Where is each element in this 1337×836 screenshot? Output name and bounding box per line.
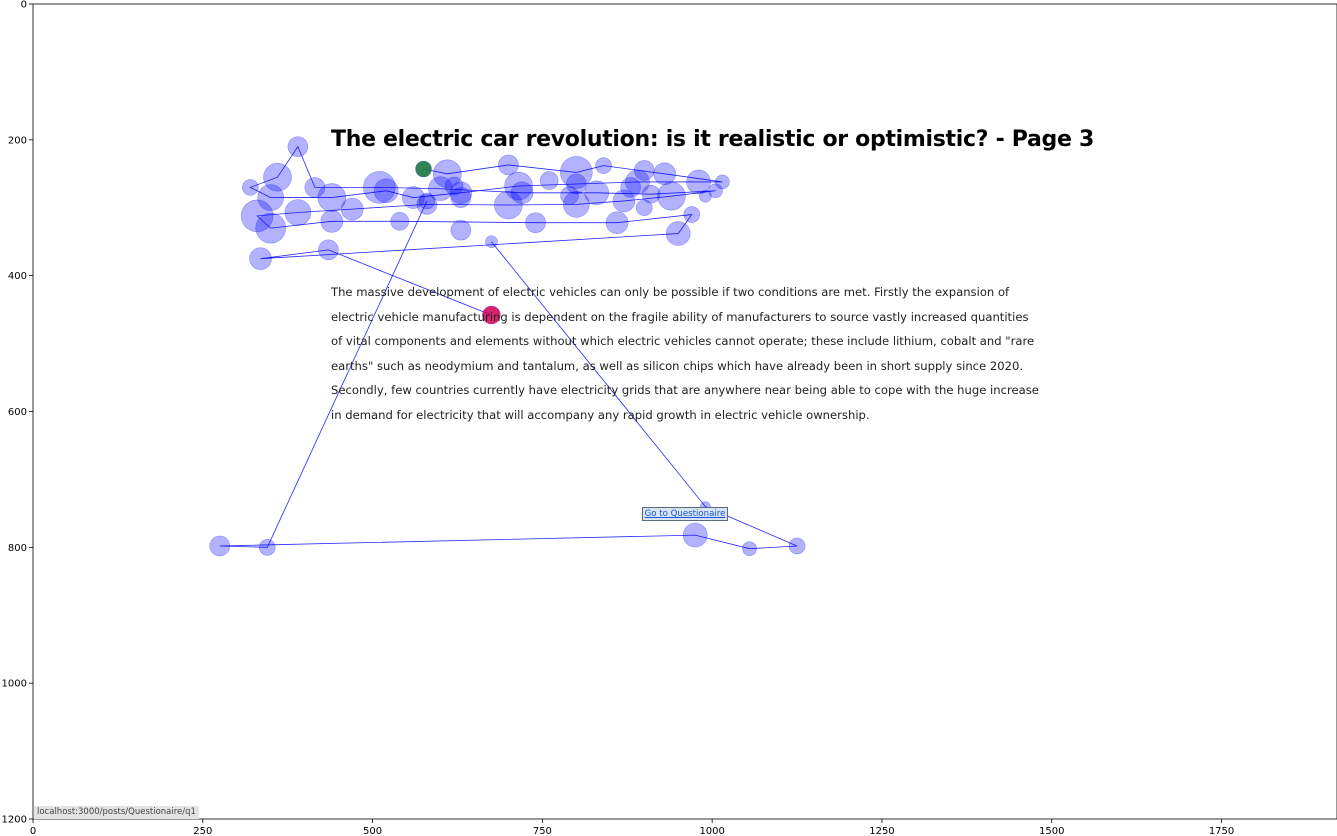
fixation-point xyxy=(242,179,259,196)
x-tick-label: 500 xyxy=(363,826,382,836)
fixation-point xyxy=(584,180,610,206)
y-tick-label: 200 xyxy=(8,135,27,146)
x-tick-label: 750 xyxy=(533,826,552,836)
fixation-point xyxy=(432,159,462,189)
y-tick-label: 800 xyxy=(8,543,27,554)
fixation-point xyxy=(450,219,472,241)
x-tick-label: 1500 xyxy=(1039,826,1064,836)
fixation-point xyxy=(318,239,339,261)
fixation-point xyxy=(498,154,519,176)
fixation-point xyxy=(449,181,473,205)
fixation-point xyxy=(742,541,757,556)
fixation-point xyxy=(363,171,396,204)
fixation-point xyxy=(340,197,364,221)
x-tick-label: 1000 xyxy=(699,826,724,836)
fixation-point xyxy=(263,162,292,192)
fixations xyxy=(209,136,806,557)
fixation-point xyxy=(560,156,593,189)
fixation-point xyxy=(620,177,641,198)
fixation-point xyxy=(402,186,425,209)
fixation-point xyxy=(595,157,612,174)
fixation-point xyxy=(259,539,276,556)
fixation-point xyxy=(657,181,686,211)
fixation-point xyxy=(566,173,587,195)
x-tick-label: 1250 xyxy=(869,826,894,836)
fixation-point xyxy=(317,183,347,212)
fixation-point xyxy=(485,235,498,249)
first-fixation-point xyxy=(415,161,432,178)
fixation-point xyxy=(450,187,472,208)
fixation-point xyxy=(682,522,708,548)
fixation-point xyxy=(641,184,661,204)
fixation-point xyxy=(494,190,523,220)
fixation-point xyxy=(665,221,691,246)
status-bar-url: localhost:3000/posts/Questionaire/q1 xyxy=(34,806,199,819)
fixation-point xyxy=(444,176,464,196)
fixation-point xyxy=(249,247,272,270)
go-to-questionaire-button[interactable]: Go to Questionaire xyxy=(642,507,728,521)
fixation-point xyxy=(653,162,676,186)
fixation-point xyxy=(715,174,730,190)
fixation-point xyxy=(255,212,287,244)
fixation-point xyxy=(635,199,653,217)
y-tick-label: 0 xyxy=(21,0,27,11)
x-tick-label: 1750 xyxy=(1209,826,1234,836)
fixation-point xyxy=(560,186,579,205)
last-fixation-point xyxy=(482,306,501,325)
fixation-point xyxy=(257,184,285,211)
fixation-point xyxy=(428,176,453,202)
fixation-point xyxy=(563,191,590,218)
fixation-point xyxy=(625,169,650,195)
fixation-point xyxy=(287,136,309,157)
y-tick-label: 1000 xyxy=(2,679,27,690)
fixation-point xyxy=(633,160,655,181)
fixation-point xyxy=(788,537,806,555)
fixation-point xyxy=(605,211,629,234)
fixation-point xyxy=(320,210,344,233)
fixation-point xyxy=(504,171,533,201)
fixation-point xyxy=(284,199,312,226)
fixation-point xyxy=(683,206,701,223)
article-text: The massive development of electric vehi… xyxy=(331,285,1039,422)
fixation-point xyxy=(416,194,438,215)
x-tick-label: 0 xyxy=(30,826,36,836)
x-tick-label: 250 xyxy=(193,826,212,836)
fixation-point xyxy=(304,177,326,198)
fixation-point xyxy=(390,212,410,231)
fixation-point xyxy=(510,181,534,205)
y-tick-label: 400 xyxy=(8,271,27,282)
fixation-point xyxy=(708,183,723,199)
page-title: The electric car revolution: is it reali… xyxy=(331,127,1094,152)
y-tick-label: 600 xyxy=(8,407,27,418)
fixation-point xyxy=(612,189,636,213)
fixation-point xyxy=(209,535,231,557)
fixation-point xyxy=(240,199,274,233)
fixation-point xyxy=(686,169,711,195)
fixation-point xyxy=(699,189,712,203)
fixation-point xyxy=(418,192,436,210)
fixation-point xyxy=(373,178,399,204)
fixation-point xyxy=(539,171,559,190)
fixation-point xyxy=(525,212,546,233)
y-tick-label: 1200 xyxy=(2,815,27,826)
scanpath-line xyxy=(249,145,723,316)
